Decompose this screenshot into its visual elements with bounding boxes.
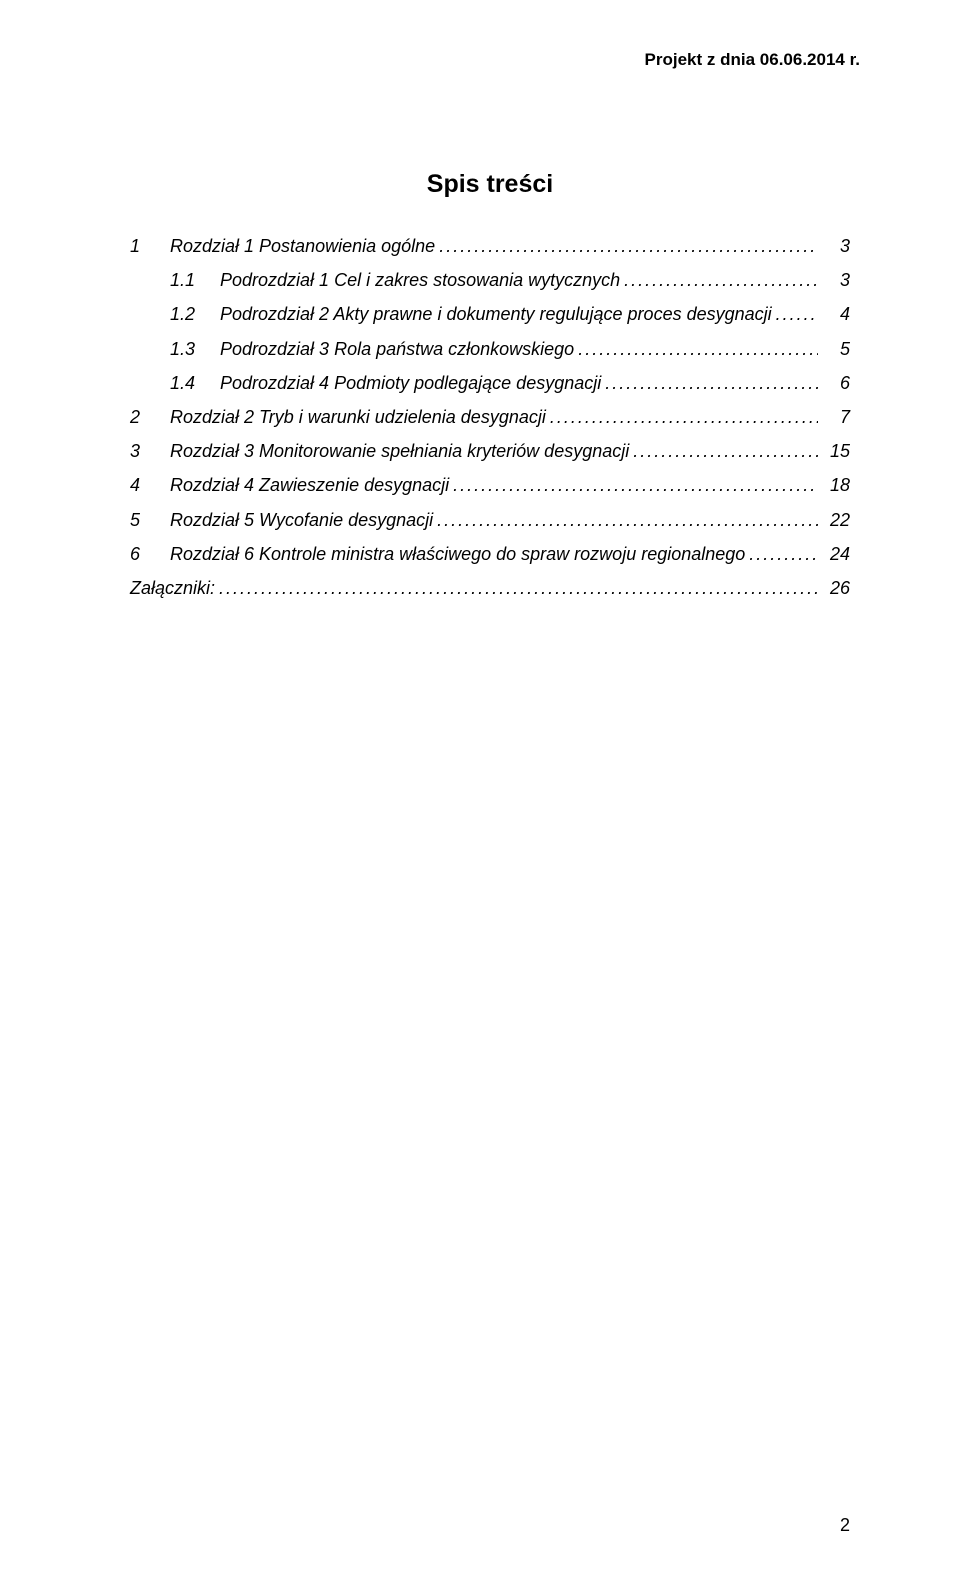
toc-leader-dots: [219, 571, 818, 605]
toc-entry-label: Załączniki:: [130, 571, 215, 605]
toc-entry-label: Podrozdział 4 Podmioty podlegające desyg…: [220, 366, 601, 400]
toc-entry-number: 1.1: [170, 263, 220, 297]
toc-leader-dots: [605, 366, 818, 400]
toc-leader-dots: [437, 503, 818, 537]
toc-row: 1Rozdział 1 Postanowienia ogólne 3: [130, 229, 850, 263]
table-of-contents: 1Rozdział 1 Postanowienia ogólne31.1Podr…: [130, 229, 850, 605]
page-title: Spis treści: [130, 170, 850, 199]
toc-leader-dots: [439, 229, 818, 263]
toc-entry-page: 26: [822, 571, 850, 605]
toc-leader-dots: [453, 468, 818, 502]
toc-entry-page: 7: [822, 400, 850, 434]
toc-entry-page: 18: [822, 468, 850, 502]
document-page: Projekt z dnia 06.06.2014 r. Spis treści…: [0, 0, 960, 1596]
toc-entry-page: 15: [822, 434, 850, 468]
toc-entry-number: 1.3: [170, 332, 220, 366]
toc-leader-dots: [749, 537, 818, 571]
toc-row: 1.4Podrozdział 4 Podmioty podlegające de…: [130, 366, 850, 400]
toc-entry-page: 24: [822, 537, 850, 571]
toc-leader-dots: [633, 434, 818, 468]
header-right-text: Projekt z dnia 06.06.2014 r.: [645, 50, 860, 70]
toc-entry-page: 4: [822, 297, 850, 331]
toc-leader-dots: [550, 400, 818, 434]
toc-entry-label: Podrozdział 2 Akty prawne i dokumenty re…: [220, 297, 772, 331]
toc-entry-page: 3: [822, 229, 850, 263]
toc-row: 6Rozdział 6 Kontrole ministra właściwego…: [130, 537, 850, 571]
toc-row: 1.2Podrozdział 2 Akty prawne i dokumenty…: [130, 297, 850, 331]
toc-entry-label: Rozdział 6 Kontrole ministra właściwego …: [170, 537, 745, 571]
toc-entry-page: 5: [822, 332, 850, 366]
toc-entry-number: 3: [130, 434, 170, 468]
toc-entry-number: 1: [130, 229, 170, 263]
page-number: 2: [840, 1515, 850, 1536]
toc-entry-number: 5: [130, 503, 170, 537]
toc-row: 2Rozdział 2 Tryb i warunki udzielenia de…: [130, 400, 850, 434]
toc-row: 4Rozdział 4 Zawieszenie desygnacji 18: [130, 468, 850, 502]
toc-leader-dots: [776, 297, 818, 331]
toc-row: Załączniki: 26: [130, 571, 850, 605]
toc-entry-label: Rozdział 5 Wycofanie desygnacji: [170, 503, 433, 537]
toc-entry-page: 22: [822, 503, 850, 537]
toc-row: 3Rozdział 3 Monitorowanie spełniania kry…: [130, 434, 850, 468]
toc-entry-number: 6: [130, 537, 170, 571]
toc-leader-dots: [624, 263, 818, 297]
toc-entry-label: Podrozdział 1 Cel i zakres stosowania wy…: [220, 263, 620, 297]
toc-entry-label: Rozdział 2 Tryb i warunki udzielenia des…: [170, 400, 546, 434]
toc-entry-number: 4: [130, 468, 170, 502]
toc-row: 1.3Podrozdział 3 Rola państwa członkowsk…: [130, 332, 850, 366]
toc-entry-number: 1.2: [170, 297, 220, 331]
toc-row: 5Rozdział 5 Wycofanie desygnacji 22: [130, 503, 850, 537]
toc-entry-label: Rozdział 1 Postanowienia ogólne: [170, 229, 435, 263]
toc-entry-label: Rozdział 3 Monitorowanie spełniania kryt…: [170, 434, 629, 468]
toc-entry-label: Podrozdział 3 Rola państwa członkowskieg…: [220, 332, 574, 366]
toc-entry-page: 6: [822, 366, 850, 400]
toc-entry-label: Rozdział 4 Zawieszenie desygnacji: [170, 468, 449, 502]
toc-entry-page: 3: [822, 263, 850, 297]
toc-entry-number: 1.4: [170, 366, 220, 400]
toc-leader-dots: [578, 332, 818, 366]
toc-row: 1.1Podrozdział 1 Cel i zakres stosowania…: [130, 263, 850, 297]
toc-entry-number: 2: [130, 400, 170, 434]
